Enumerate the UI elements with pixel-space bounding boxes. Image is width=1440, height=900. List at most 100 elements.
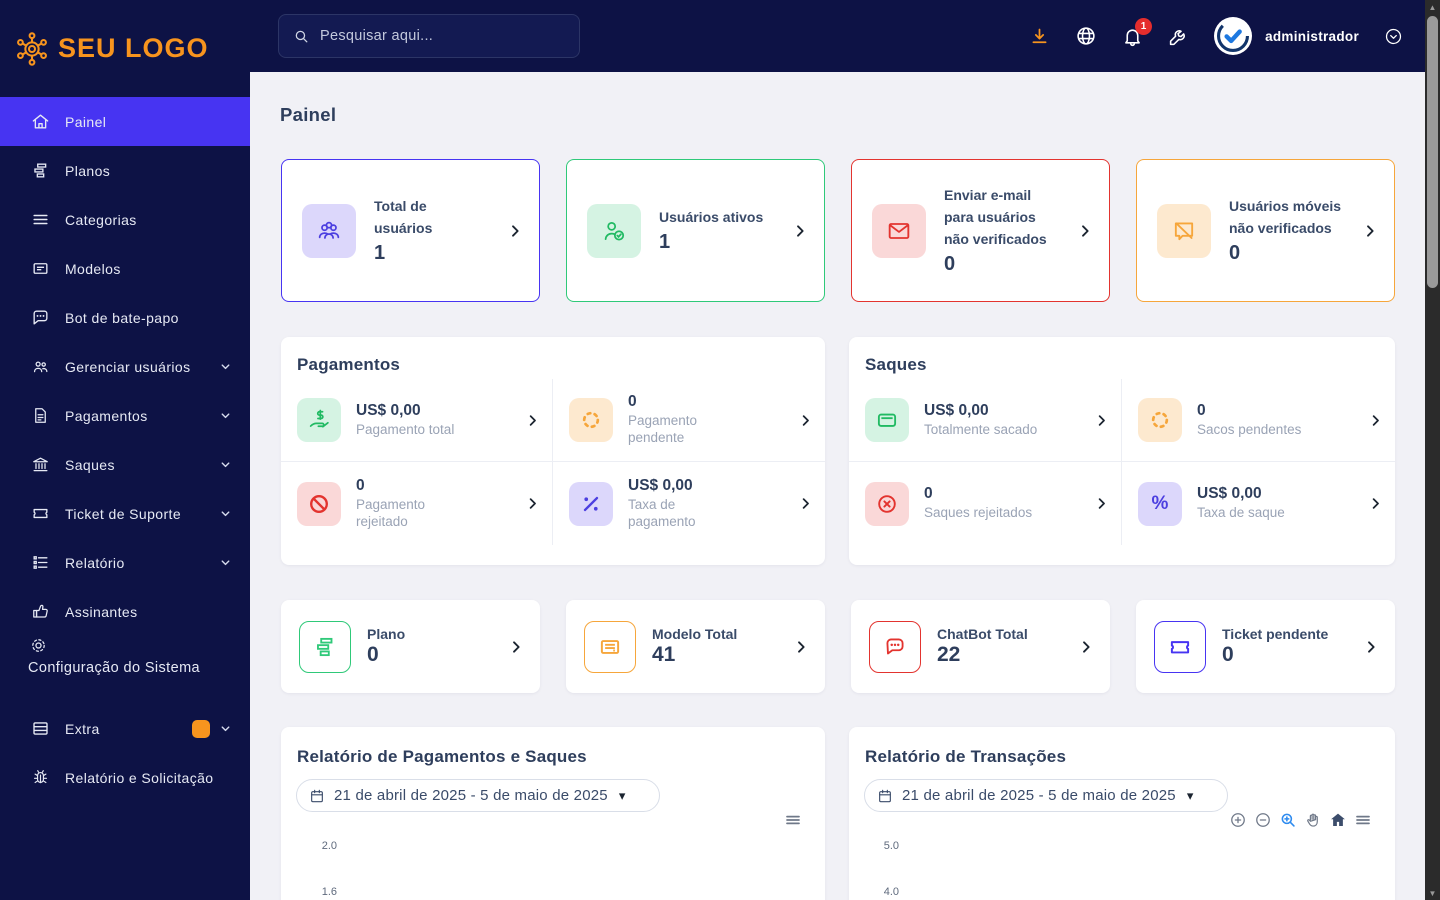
chevron-right-icon xyxy=(1362,223,1378,239)
account-chevron-icon[interactable] xyxy=(1384,27,1403,46)
cell-value: 0 xyxy=(924,485,933,503)
chevron-right-icon xyxy=(1094,413,1109,428)
chevron-right-icon xyxy=(798,413,813,428)
sidebar-item-bot-de-bate-papo[interactable]: Bot de bate-papo xyxy=(0,293,250,342)
caret-down-icon: ▾ xyxy=(1186,787,1194,803)
mini-card-chatbot-total[interactable]: ChatBot Total 22 xyxy=(851,600,1110,693)
sidebar-item-painel[interactable]: Painel xyxy=(0,97,250,146)
sidebar-item-ticket-de-suporte[interactable]: Ticket de Suporte xyxy=(0,489,250,538)
models-icon xyxy=(30,259,50,278)
mini-card-modelo-total[interactable]: Modelo Total 41 xyxy=(566,600,825,693)
payment-pending-cell[interactable]: 0 Pagamento pendente xyxy=(553,379,825,462)
chart-menu-icon[interactable] xyxy=(1354,811,1372,829)
date-range-select[interactable]: 21 de abril de 2025 - 5 de maio de 2025 … xyxy=(296,779,660,812)
stat-card-label: Enviar e-mail para usuários não verifica… xyxy=(944,187,1047,247)
stat-card-total-usuarios[interactable]: Total de usuários 1 xyxy=(281,159,540,302)
search-input[interactable] xyxy=(320,28,565,44)
globe-icon[interactable] xyxy=(1075,25,1097,47)
scrollbar-thumb[interactable] xyxy=(1427,16,1438,288)
wrench-icon[interactable] xyxy=(1168,26,1189,47)
report-title: Relatório de Transações xyxy=(865,747,1067,766)
chevron-right-icon xyxy=(793,639,809,655)
chevron-right-icon xyxy=(525,496,540,511)
stat-card-usuarios-ativos[interactable]: Usuários ativos 1 xyxy=(566,159,825,302)
selection-zoom-icon[interactable] xyxy=(1279,811,1297,829)
sidebar-item-saques[interactable]: Saques xyxy=(0,440,250,489)
scrollbar-up-arrow[interactable]: ▲ xyxy=(1428,2,1437,12)
date-range-select[interactable]: 21 de abril de 2025 - 5 de maio de 2025 … xyxy=(864,779,1228,812)
notification-count-badge: 1 xyxy=(1135,17,1153,35)
payment-total-cell[interactable]: US$ 0,00 Pagamento total xyxy=(281,379,553,462)
sidebar-item-planos[interactable]: Planos xyxy=(0,146,250,195)
username: administrador xyxy=(1265,28,1359,44)
bell-icon[interactable]: 1 xyxy=(1122,17,1153,47)
table-rows-icon xyxy=(30,719,50,738)
search-box[interactable] xyxy=(278,14,580,58)
rejected-withdrawals-cell[interactable]: 0 Saques rejeitados xyxy=(849,462,1122,545)
stat-card-label: Usuários móveis não verificados xyxy=(1229,198,1342,236)
sidebar-item-gerenciar-usuarios[interactable]: Gerenciar usuários xyxy=(0,342,250,391)
pan-hand-icon[interactable] xyxy=(1304,811,1322,829)
sidebar-item-extra[interactable]: Extra xyxy=(0,704,250,753)
cell-label: Pagamento rejeitado xyxy=(356,496,426,529)
stat-card-value: 1 xyxy=(374,241,386,264)
chart-toolbar xyxy=(784,811,802,829)
cell-label: Taxa de saque xyxy=(1197,505,1285,521)
stat-card-moveis-nao-verificados[interactable]: Usuários móveis não verificados 0 xyxy=(1136,159,1395,302)
logo[interactable]: SEU LOGO xyxy=(0,0,250,97)
report-title: Relatório de Pagamentos e Saques xyxy=(297,747,587,766)
mini-card-label: ChatBot Total xyxy=(937,626,1028,642)
chart-menu-icon[interactable] xyxy=(784,811,802,829)
calendar-icon xyxy=(877,788,893,804)
zoom-out-icon[interactable] xyxy=(1254,811,1272,829)
mini-card-ticket-pendente[interactable]: Ticket pendente 0 xyxy=(1136,600,1395,693)
stat-card-value: 0 xyxy=(944,252,956,275)
withdrawal-fee-cell[interactable]: % US$ 0,00 Taxa de saque xyxy=(1122,462,1395,545)
zoom-in-icon[interactable] xyxy=(1229,811,1247,829)
bank-icon xyxy=(30,455,50,474)
y-axis-tick: 1.6 xyxy=(321,886,337,898)
cell-label: Sacos pendentes xyxy=(1197,421,1302,437)
reset-home-icon[interactable] xyxy=(1329,811,1347,829)
sidebar-item-categorias[interactable]: Categorias xyxy=(0,195,250,244)
cell-label: Totalmente sacado xyxy=(924,421,1038,437)
cell-value: 0 xyxy=(628,393,637,411)
home-icon xyxy=(30,112,50,131)
date-range-value: 21 de abril de 2025 - 5 de maio de 2025 xyxy=(902,787,1176,804)
pending-withdrawals-cell[interactable]: 0 Sacos pendentes xyxy=(1122,379,1395,462)
withdrawals-panel: Saques US$ 0,00 Totalmente sacado xyxy=(849,337,1395,565)
plans-icon xyxy=(30,161,50,180)
stat-card-email-nao-verificados[interactable]: Enviar e-mail para usuários não verifica… xyxy=(851,159,1110,302)
scrollbar-down-arrow[interactable]: ▼ xyxy=(1428,888,1437,898)
payments-panel: Pagamentos US$ 0,00 Pagamento total xyxy=(281,337,825,565)
mini-card-label: Plano xyxy=(367,626,406,642)
sidebar-item-modelos[interactable]: Modelos xyxy=(0,244,250,293)
chevron-right-icon xyxy=(792,223,808,239)
page-title: Painel xyxy=(280,104,337,125)
page-scrollbar[interactable]: ▲ ▼ xyxy=(1425,0,1440,900)
payments-file-icon xyxy=(30,406,50,425)
mini-card-value: 0 xyxy=(1222,643,1234,666)
chatbot-icon xyxy=(30,308,50,327)
avatar[interactable] xyxy=(1214,17,1253,55)
user-check-icon xyxy=(587,203,641,258)
models-card-icon xyxy=(584,620,636,673)
spinner-icon xyxy=(1138,398,1182,442)
sidebar-item-configuracao-do-sistema[interactable]: Configuração do Sistema xyxy=(0,636,250,704)
cell-label: Pagamento total xyxy=(356,421,455,437)
chevron-right-icon xyxy=(1368,496,1383,511)
credit-card-icon xyxy=(865,398,909,442)
sidebar-item-pagamentos[interactable]: Pagamentos xyxy=(0,391,250,440)
sidebar-item-relatorio-e-solicitacao[interactable]: Relatório e Solicitação xyxy=(0,753,250,802)
plans-icon xyxy=(299,620,351,673)
sidebar-item-assinantes[interactable]: Assinantes xyxy=(0,587,250,636)
mini-card-value: 41 xyxy=(652,643,676,666)
mini-card-plano[interactable]: Plano 0 xyxy=(281,600,540,693)
payment-rejected-cell[interactable]: 0 Pagamento rejeitado xyxy=(281,462,553,545)
withdrawn-total-cell[interactable]: US$ 0,00 Totalmente sacado xyxy=(849,379,1122,462)
payment-fee-cell[interactable]: US$ 0,00 Taxa de pagamento xyxy=(553,462,825,545)
download-icon[interactable] xyxy=(1029,26,1050,47)
sidebar-item-relatorio[interactable]: Relatório xyxy=(0,538,250,587)
categories-icon xyxy=(30,210,50,229)
thumbs-up-icon xyxy=(30,602,50,621)
